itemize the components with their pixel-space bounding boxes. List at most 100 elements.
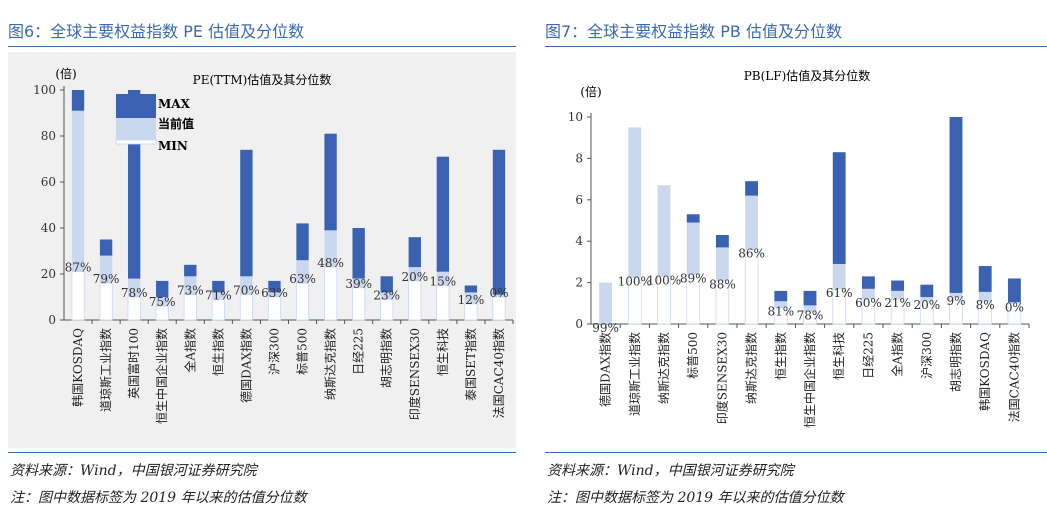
pb-category-label: 纳斯达克指数 <box>656 332 671 404</box>
figure-7-plot-area: PB(LF)估值及其分位数 (倍) 0 2 4 6 8 10 99% 德国DAX指数 100% 道… <box>545 52 1047 448</box>
pb-bar-min <box>744 249 759 325</box>
pb-category-label: 恒生中国企业指数 <box>802 332 817 428</box>
pb-ytick-label: 4 <box>575 234 583 248</box>
figure-7-top-rule <box>545 46 1047 47</box>
pe-legend-min: MIN <box>158 139 188 153</box>
pe-bar-min <box>267 296 282 321</box>
pe-bar-max <box>184 264 197 277</box>
pe-bar-current <box>71 110 85 272</box>
pe-bar-min <box>71 271 85 321</box>
pe-bar-current <box>99 255 113 284</box>
pe-bar-max <box>492 149 506 295</box>
pe-legend-current: 当前值 <box>158 116 194 131</box>
pb-bar-current <box>774 301 788 308</box>
pe-chart-title: PE(TTM)估值及其分位数 <box>193 72 332 87</box>
pe-category-label: 恒生指数 <box>210 328 225 376</box>
pe-category-label: 道琼斯工业指数 <box>98 328 113 412</box>
pb-bar-max <box>832 152 846 264</box>
pb-ytick-label: 8 <box>575 151 583 165</box>
pb-data-label: 100% <box>647 273 681 287</box>
pe-data-label: 23% <box>373 288 400 302</box>
pb-data-label: 99% <box>592 321 619 335</box>
pb-category-label: 胡志明指数 <box>948 332 963 392</box>
figure-6-top-rule <box>8 46 516 47</box>
pe-data-label: 70% <box>233 284 260 298</box>
pb-category-label: 道琼斯工业指数 <box>627 332 642 416</box>
pe-bar-max <box>436 156 450 272</box>
figure-7-bottom-rule <box>545 452 1047 453</box>
pb-bar-max <box>774 290 788 302</box>
pe-category-label: 恒生中国企业指数 <box>154 328 169 424</box>
pe-ytick-label: 60 <box>41 175 56 189</box>
pe-bar-min <box>436 285 450 321</box>
pb-bar-current <box>628 127 642 278</box>
figure-6-bottom-rule <box>8 452 516 453</box>
pb-bar-current <box>745 195 759 250</box>
pb-data-label: 20% <box>913 298 940 312</box>
figure-6-plot-area: PE(TTM)估值及其分位数 (倍) MAX 当前值 MIN 0 20 40 60 80… <box>8 52 516 448</box>
pb-bar-current <box>861 288 875 300</box>
pb-ytick-label: 10 <box>568 110 583 124</box>
pe-data-label: 63% <box>261 286 288 300</box>
pe-bar-max <box>71 90 85 111</box>
pe-data-label: 75% <box>149 295 176 309</box>
pe-bar-min <box>295 282 310 321</box>
pb-data-label: 61% <box>826 286 853 300</box>
pe-bar-current <box>408 267 421 281</box>
pe-legend-swatch-max <box>116 94 156 118</box>
pb-bar-max <box>891 280 905 291</box>
pb-bar-max <box>861 276 875 289</box>
pe-bar-current <box>464 292 478 304</box>
pb-category-label: 德国DAX指数 <box>598 332 613 407</box>
pe-bar-max <box>352 228 365 279</box>
pe-bar-current <box>212 292 225 300</box>
pe-bar-max <box>99 239 113 256</box>
pe-bar-max <box>296 223 309 261</box>
pb-bar-current <box>920 297 934 302</box>
pb-data-label: 89% <box>680 271 707 285</box>
pe-bar-current <box>352 278 365 288</box>
pe-bar-max <box>464 285 478 293</box>
pe-data-label: 79% <box>93 272 120 286</box>
pb-bar-min <box>657 275 671 325</box>
pe-bar-min <box>99 282 113 321</box>
pb-category-label: 标普500 <box>686 332 700 379</box>
pe-bar-current <box>436 271 450 286</box>
pb-bar-current <box>978 291 992 302</box>
pe-chart-ylabel: (倍) <box>55 66 76 81</box>
pb-data-label: 86% <box>738 246 765 260</box>
pb-bar-max <box>920 284 934 298</box>
figure-7-note: 注：图中数据标签为 2019 年以来的估值分位数 <box>547 490 844 506</box>
pe-ytick-label: 80 <box>41 129 56 143</box>
pe-data-label: 0% <box>489 286 508 300</box>
pb-chart-title: PB(LF)估值及其分位数 <box>744 68 871 83</box>
pe-category-label: 泰国SET指数 <box>463 328 478 401</box>
pe-bar-max <box>380 276 393 293</box>
pe-category-label: 日经225 <box>352 328 366 375</box>
pb-ytick-label: 0 <box>575 317 583 331</box>
pe-category-label: 标普500 <box>296 328 310 375</box>
pb-bar-max <box>803 290 817 306</box>
pe-bar-current <box>380 292 393 300</box>
pb-data-label: 0% <box>1005 300 1024 314</box>
figure-6-caption: 图6：全球主要权益指数 PE 估值及分位数 <box>8 22 305 41</box>
pe-data-label: 12% <box>458 293 485 307</box>
pb-bar-current <box>657 185 671 277</box>
pb-bar-min <box>627 277 642 325</box>
pe-category-label: 沪深300 <box>267 328 281 375</box>
pb-bar-max <box>978 266 992 292</box>
pe-bar-max <box>240 149 253 277</box>
pb-category-label: 恒生科技 <box>832 332 846 380</box>
pb-bar-current <box>686 222 700 275</box>
pe-chart: PE(TTM)估值及其分位数 (倍) MAX 当前值 MIN 0 20 40 60 80… <box>33 66 514 424</box>
pb-bar-max <box>686 214 700 223</box>
pb-category-label: 恒生指数 <box>773 332 788 380</box>
pb-category-label: 全A指数 <box>890 332 905 377</box>
pe-category-label: 恒生科技 <box>436 328 450 376</box>
pb-category-label: 沪深300 <box>920 332 934 379</box>
pb-bar-max <box>949 117 963 293</box>
pb-bar-current <box>715 247 729 281</box>
pe-category-label: 纳斯达克指数 <box>323 328 338 400</box>
pe-bar-current <box>127 278 141 297</box>
pb-bar-current <box>832 263 846 289</box>
